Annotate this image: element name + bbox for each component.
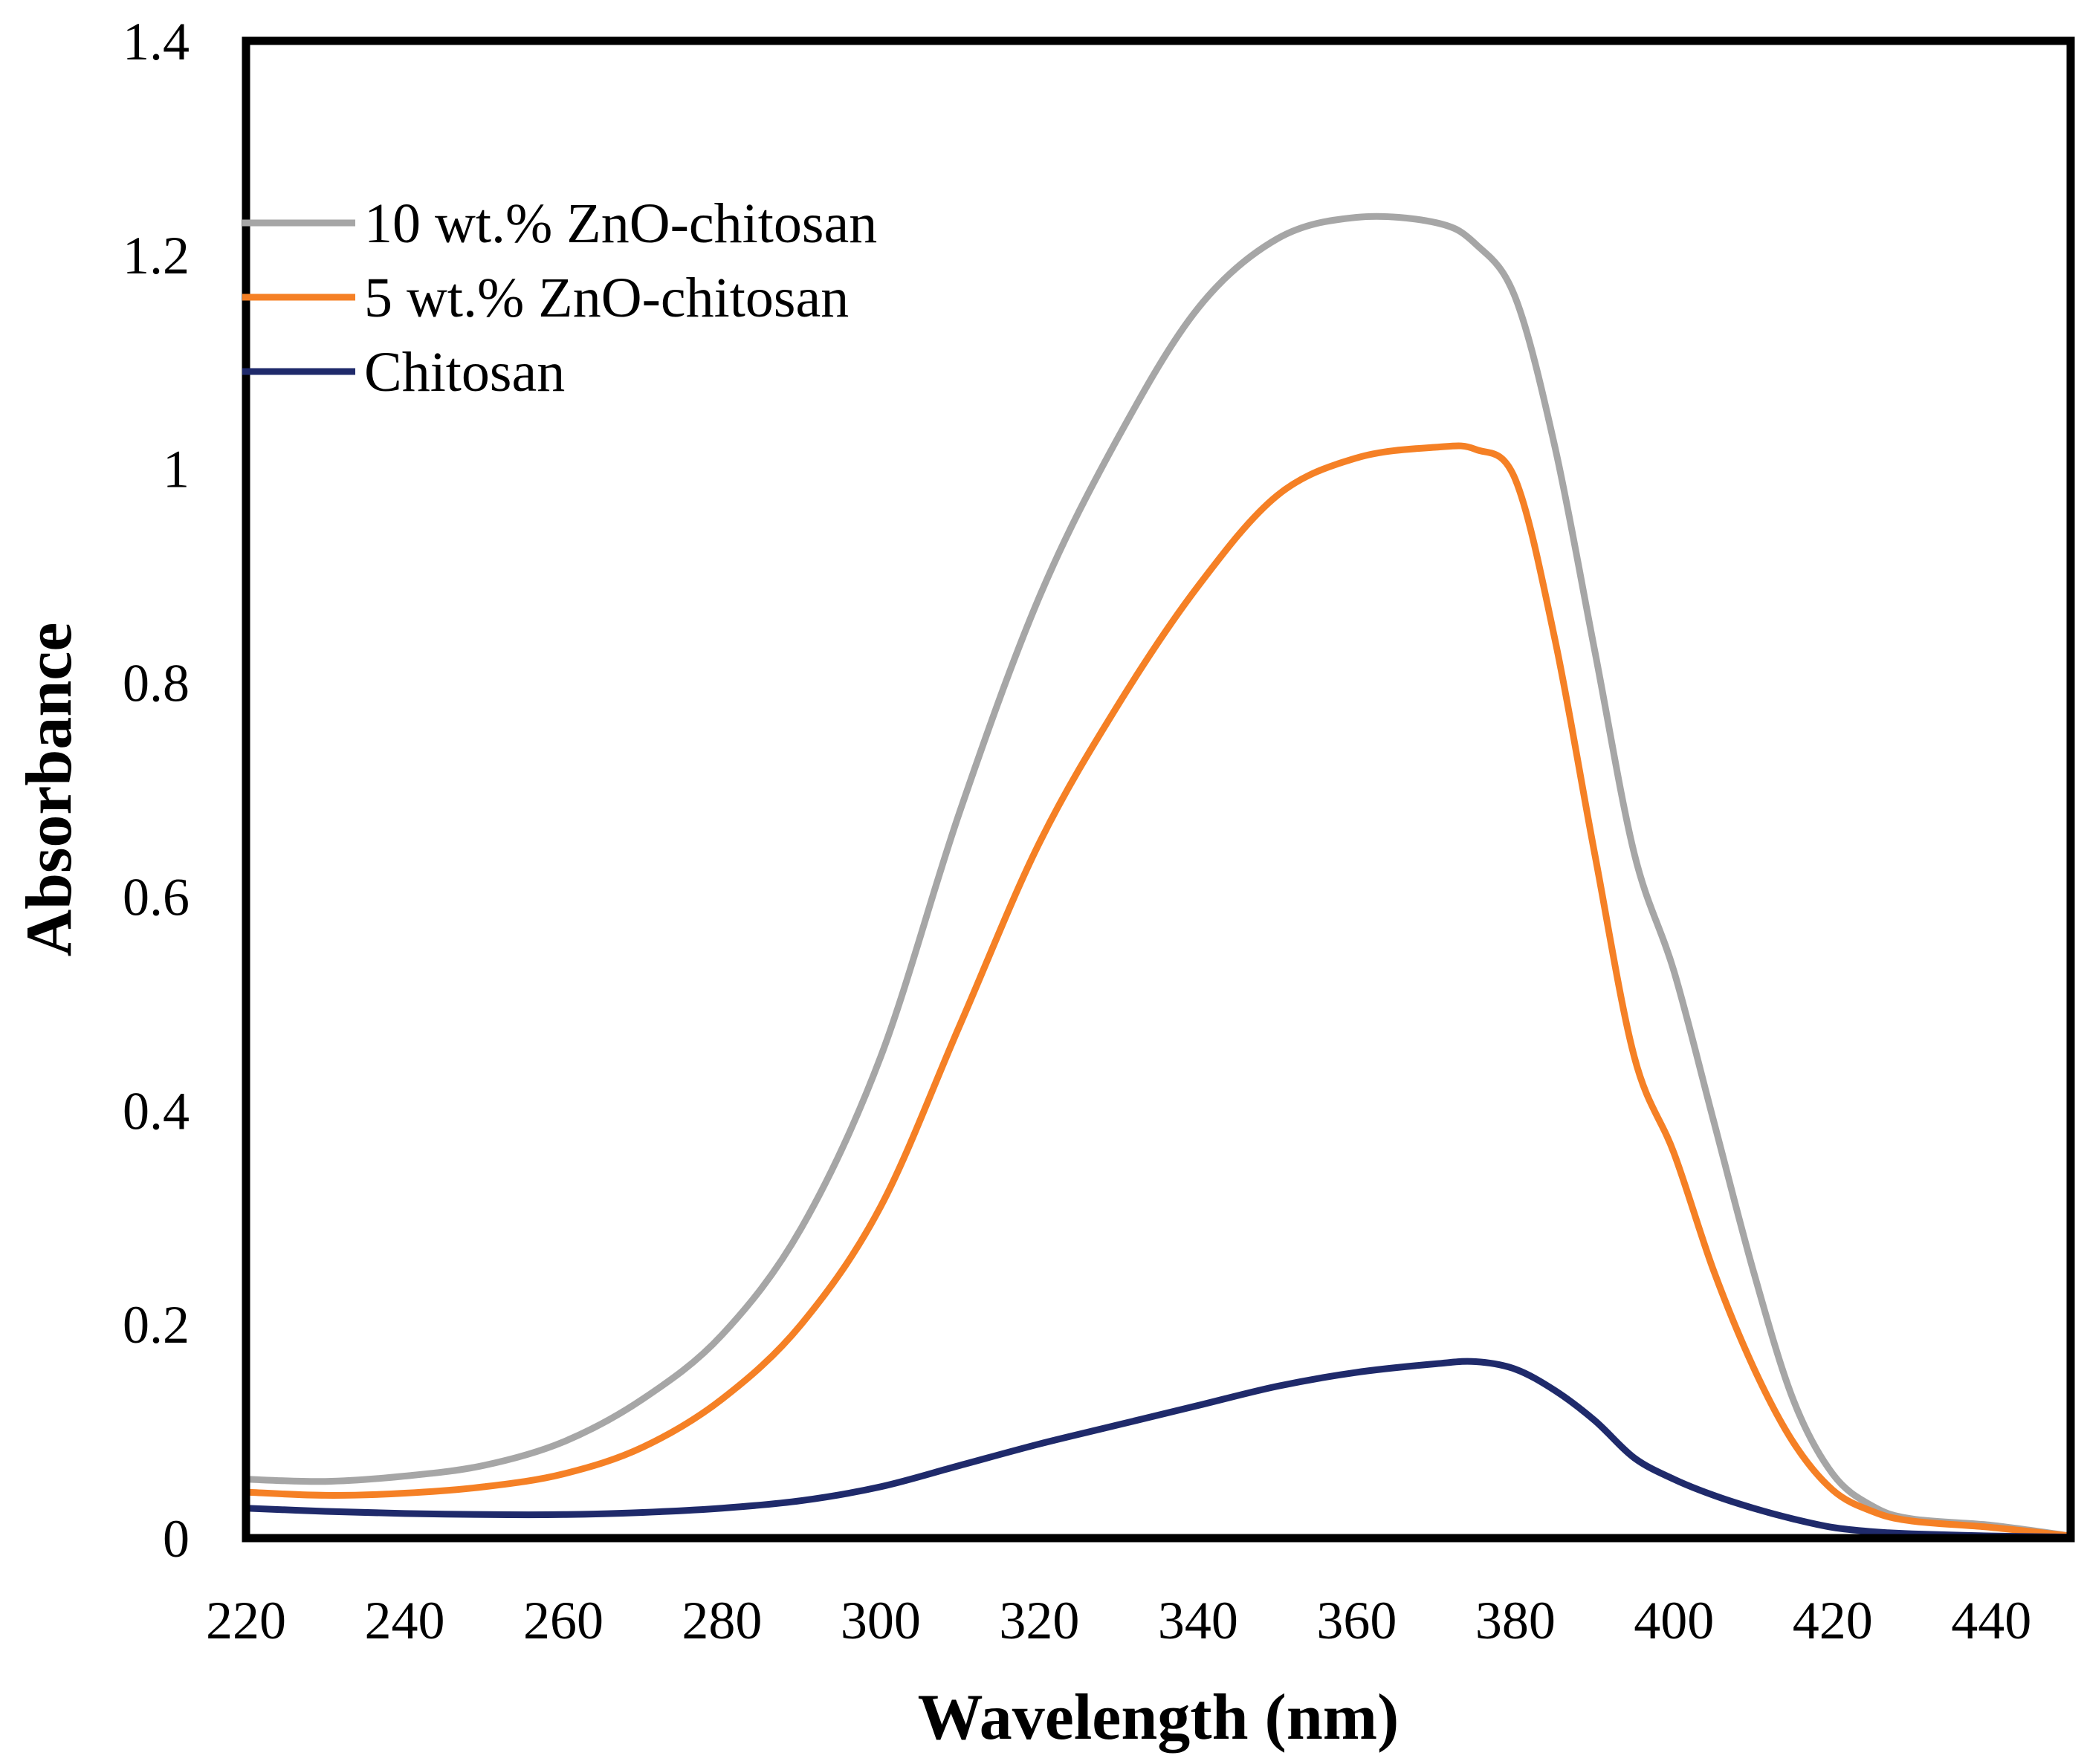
x-tick-label: 320	[999, 1591, 1079, 1650]
x-axis-title: Wavelength (nm)	[918, 1682, 1400, 1754]
x-tick-label: 220	[206, 1591, 286, 1650]
y-axis-title: Absorbance	[13, 623, 85, 957]
y-tick-label: 1.2	[123, 226, 190, 285]
x-tick-label: 280	[682, 1591, 762, 1650]
legend: 10 wt.% ZnO-chitosan 5 wt.% ZnO-chitosan C…	[242, 192, 877, 403]
legend-label: 10 wt.% ZnO-chitosan	[364, 192, 877, 255]
plot-frame	[242, 36, 2075, 1543]
x-tick-label: 300	[841, 1591, 921, 1650]
x-tick-label: 420	[1793, 1591, 1873, 1650]
x-tick-label: 260	[523, 1591, 604, 1650]
y-tick-label: 0.4	[123, 1081, 190, 1141]
x-tick-label: 240	[364, 1591, 444, 1650]
y-tick-label: 0	[163, 1509, 190, 1569]
x-axis-ticks: 220 240 260 280 300 320 340 360 380 400 420 440	[206, 1591, 2031, 1650]
x-tick-label: 440	[1951, 1591, 2031, 1650]
legend-label: 5 wt.% ZnO-chitosan	[364, 267, 849, 329]
y-tick-label: 0.8	[123, 654, 190, 713]
x-tick-label: 340	[1158, 1591, 1238, 1650]
x-tick-label: 360	[1316, 1591, 1397, 1650]
series-line-1	[242, 442, 2074, 1540]
series-line-2	[242, 1358, 2074, 1541]
y-tick-label: 1.4	[123, 12, 190, 71]
y-tick-label: 0.6	[123, 867, 190, 927]
y-tick-label: 0.2	[123, 1295, 190, 1355]
series-line-0	[242, 213, 2074, 1540]
x-tick-label: 380	[1475, 1591, 1556, 1650]
series-lines	[242, 213, 2074, 1541]
y-axis-ticks: 0 0.2 0.4 0.6 0.8 1 1.2 1.4	[123, 12, 190, 1569]
x-tick-label: 400	[1634, 1591, 1714, 1650]
legend-label: Chitosan	[364, 341, 565, 403]
y-tick-label: 1	[163, 440, 190, 499]
